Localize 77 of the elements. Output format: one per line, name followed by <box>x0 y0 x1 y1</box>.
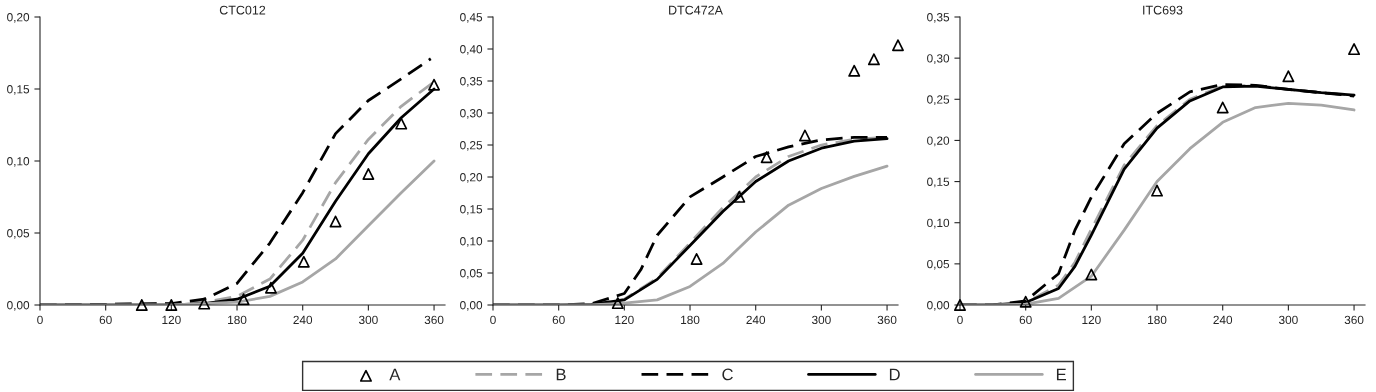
point <box>1348 43 1361 56</box>
x-tick-label: 60 <box>1019 315 1032 325</box>
x-tick-label: 360 <box>1344 315 1364 325</box>
y-tick-label: 0,30 <box>927 54 950 64</box>
y-tick-label: 0,20 <box>927 136 950 147</box>
legend-label: D <box>889 368 900 381</box>
x-tick-label: 180 <box>1148 315 1167 325</box>
point <box>611 297 624 310</box>
point <box>198 297 211 310</box>
x-tick-label: 180 <box>681 315 700 325</box>
point <box>690 252 703 265</box>
legend-label: E <box>1056 368 1066 381</box>
chart-title: CTC012 <box>219 5 266 15</box>
point <box>798 129 811 142</box>
point <box>867 53 880 66</box>
x-tick-label: 0 <box>957 315 963 325</box>
x-tick-label: 120 <box>162 315 181 325</box>
x-tick-label: 60 <box>552 315 565 325</box>
x-tick-label: 120 <box>1082 315 1101 325</box>
y-tick-label: 0,25 <box>927 95 950 106</box>
x-tick-label: 60 <box>99 315 112 325</box>
y-tick-label: 0,45 <box>460 13 483 23</box>
y-tick-label: 0,00 <box>927 301 950 311</box>
point <box>264 281 277 294</box>
x-tick-label: 0 <box>37 315 43 325</box>
x-tick-label: 360 <box>424 315 444 325</box>
y-tick-label: 0,15 <box>460 205 483 215</box>
y-tick-label: 0,35 <box>460 77 483 87</box>
x-tick-label: 120 <box>615 315 634 325</box>
y-tick-label: 0,30 <box>460 109 483 119</box>
x-tick-label: 300 <box>811 315 831 325</box>
point <box>954 299 966 311</box>
y-tick-label: 0,10 <box>7 157 30 167</box>
point <box>395 117 408 130</box>
x-tick-label: 240 <box>293 315 313 325</box>
point <box>1085 268 1098 281</box>
point <box>135 299 148 311</box>
point <box>428 78 441 91</box>
x-tick-label: 0 <box>490 315 496 325</box>
point <box>848 64 861 77</box>
y-tick-label: 0,20 <box>7 13 30 23</box>
x-tick-label: 240 <box>1213 315 1233 325</box>
point <box>362 167 375 180</box>
y-tick-label: 0,40 <box>460 45 483 55</box>
point <box>1216 101 1229 114</box>
x-tick-label: 300 <box>358 315 378 325</box>
legend-label: C <box>722 368 733 381</box>
y-tick-label: 0,00 <box>7 301 30 311</box>
y-tick-label: 0,10 <box>460 237 483 247</box>
y-tick-label: 0,00 <box>460 301 483 311</box>
x-tick-label: 240 <box>746 315 766 325</box>
x-tick-label: 180 <box>228 315 247 325</box>
x-tick-label: 300 <box>1278 315 1298 325</box>
legend-label: A <box>389 368 401 381</box>
point <box>733 190 746 203</box>
point <box>760 151 773 164</box>
point <box>165 299 178 311</box>
y-tick-label: 0,05 <box>927 259 950 270</box>
point <box>1282 70 1295 83</box>
y-tick-label: 0,15 <box>927 177 950 188</box>
y-tick-label: 0,10 <box>927 218 950 229</box>
point <box>1151 184 1164 197</box>
chart-title: ITC693 <box>1143 5 1183 15</box>
y-tick-label: 0,25 <box>460 141 483 151</box>
point <box>237 293 250 306</box>
x-tick-label: 360 <box>877 315 897 325</box>
point <box>297 255 310 268</box>
legend-label: B <box>556 368 566 381</box>
point <box>329 215 342 228</box>
point <box>1019 295 1032 308</box>
y-tick-label: 0,15 <box>7 85 30 95</box>
y-tick-label: 0,35 <box>927 13 950 23</box>
chart-title: DTC472A <box>669 5 723 15</box>
y-tick-label: 0,20 <box>460 173 483 183</box>
y-tick-label: 0,05 <box>7 229 30 239</box>
y-tick-label: 0,05 <box>460 269 483 279</box>
point <box>892 39 904 52</box>
